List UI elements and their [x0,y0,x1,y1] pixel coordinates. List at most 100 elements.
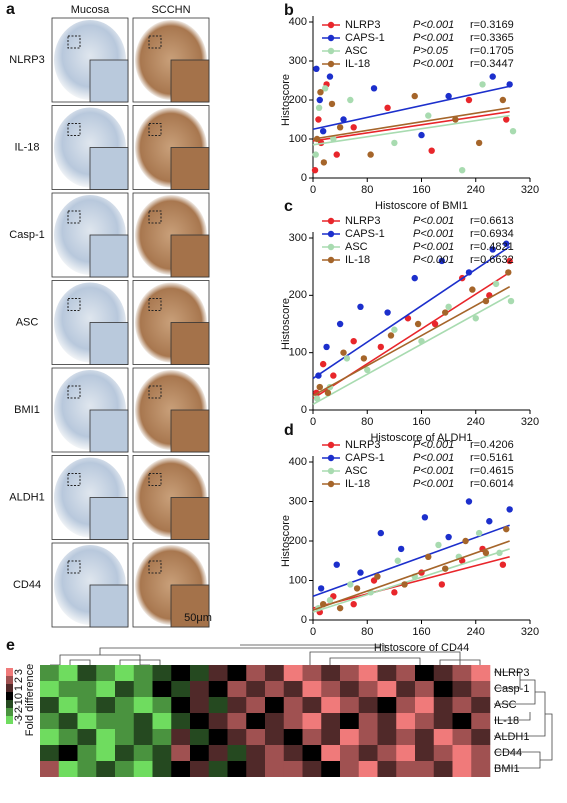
heatmap-cell [152,697,172,713]
heatmap-cell [283,745,303,761]
row-label: ALDH1 [9,491,44,503]
heatmap-cell [115,697,135,713]
point [391,589,398,596]
heatmap-cell [77,713,97,729]
heatmap-cell [152,745,172,761]
point [317,585,325,592]
heatmap-cell [133,681,153,697]
p-value: P<0.001 [413,439,454,451]
heatmap-cell [265,665,285,681]
row-label: ASC [494,699,517,711]
heatmap-cell [471,761,491,777]
heatmap-cell [396,761,416,777]
heatmap-cell [133,697,153,713]
point [506,257,513,265]
p-value: P<0.001 [413,228,454,240]
x-tick-label: 0 [310,184,316,196]
roi-box [67,473,81,486]
legend-marker [327,480,335,488]
heatmap-cell [415,745,435,761]
heatmap-cell [396,713,416,729]
heatmap-cell [77,697,97,713]
y-tick-label: 0 [301,404,307,416]
point [425,553,432,560]
inset [170,497,210,540]
heatmap-cell [152,681,172,697]
point [438,257,446,265]
point [353,585,361,592]
heatmap-cell [58,745,78,761]
heatmap-cell [358,713,378,729]
heatmap-cell [377,745,397,761]
y-tick-label: 300 [289,495,307,507]
heatmap-cell [58,761,78,777]
legend-label: ASC [345,465,368,477]
point [445,92,452,100]
x-tick-label: 160 [412,416,430,428]
row-label: IL-18 [494,715,519,727]
x-tick-label: 320 [521,416,539,428]
point [313,65,320,73]
p-value: P<0.001 [413,19,454,31]
colorbar-cell [6,668,13,676]
inset [89,497,129,540]
heatmap-cell [96,681,116,697]
point [462,537,469,545]
heatmap-cell [190,713,210,729]
heatmap-cell [227,745,247,761]
heatmap-cell [377,681,397,697]
heatmap-cell [227,697,247,713]
colorbar-cell [6,716,13,724]
legend-label: CAPS-1 [345,32,385,44]
roi-box [148,385,162,399]
inset [170,147,210,190]
fit-line [312,548,510,613]
heatmap-cell [471,697,491,713]
colorbar-tick: 1 [13,685,25,691]
point [360,355,368,362]
x-tick-label: 240 [467,416,485,428]
legend-marker [327,60,335,68]
point [336,320,344,328]
point [364,366,371,374]
heatmap-cell [246,745,266,761]
heatmap-cell [471,745,491,761]
heatmap-cell [40,761,60,777]
point [394,557,401,564]
heatmap-cell [227,729,247,745]
heatmap-cell [96,713,116,729]
point [340,116,347,123]
point [465,96,473,104]
point [340,349,347,356]
heatmap-cell [452,697,472,713]
inset [170,584,210,628]
heatmap-cell [358,665,378,681]
heatmap-cell [471,713,491,729]
heatmap-cell [377,665,397,681]
heatmap-cell [133,729,153,745]
heatmap-cell [283,697,303,713]
fit-line [312,556,510,609]
heatmap-cell [471,665,491,681]
heatmap-cell [40,681,60,697]
heatmap-cell [340,745,360,761]
legend-label: CAPS-1 [345,452,385,464]
colorbar-cell [6,684,13,692]
heatmap-cell [208,729,228,745]
heatmap-cell [246,761,266,777]
heatmap-cell [190,761,210,777]
point [486,518,493,525]
point [312,151,319,158]
heatmap-cell [152,729,172,745]
row-label: ALDH1 [494,731,529,743]
heatmap-cell [265,729,285,745]
heatmap-cell [77,665,97,681]
heatmap-cell [452,745,472,761]
point [503,116,510,123]
point [330,372,337,379]
colorbar-tick: 2 [13,677,25,683]
heatmap-cell [265,681,285,697]
point [509,128,517,135]
legend-label: ASC [345,241,368,253]
point [469,286,476,293]
